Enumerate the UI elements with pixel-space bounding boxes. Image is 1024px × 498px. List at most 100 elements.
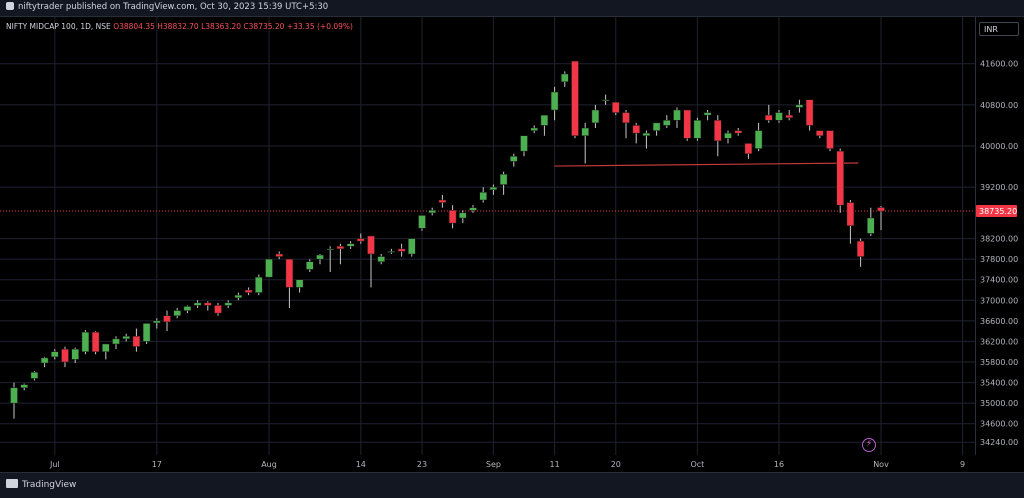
candle-body: [71, 348, 79, 360]
y-tick-label: 40000.00: [980, 142, 1018, 151]
y-tick-label: 38200.00: [980, 235, 1018, 244]
candle-body: [51, 351, 59, 358]
candle-body: [816, 130, 824, 136]
x-tick-label: 23: [417, 460, 427, 469]
chart-legend: NIFTY MIDCAP 100, 1D, NSE O38804.35 H388…: [6, 22, 353, 31]
published-header: niftytrader published on TradingView.com…: [0, 0, 1024, 17]
candle-body: [856, 240, 865, 257]
price-scale[interactable]: [975, 17, 1024, 455]
candle-body: [877, 207, 885, 212]
y-tick-label: 36600.00: [980, 317, 1018, 326]
candle-body: [499, 174, 508, 185]
candle-body: [663, 120, 671, 126]
candle-body: [530, 127, 538, 131]
candle-body: [438, 199, 447, 203]
candle-body: [387, 251, 396, 253]
candle-body: [326, 248, 334, 251]
tradingview-logo-icon: [6, 479, 18, 488]
chart-pane[interactable]: [0, 17, 975, 455]
candle-body: [275, 253, 283, 257]
y-tick-label: 35000.00: [980, 399, 1018, 408]
support-trendline: [554, 162, 859, 167]
legend-symbol: NIFTY MIDCAP 100, 1D, NSE: [6, 22, 111, 31]
candle-body: [867, 217, 875, 234]
candle-body: [744, 143, 753, 154]
candle-body: [30, 372, 39, 379]
candle-body: [306, 261, 314, 270]
candle-body: [826, 130, 834, 149]
candle-body: [428, 210, 436, 214]
candle-body: [795, 104, 804, 108]
candle-body: [357, 238, 365, 242]
tradingview-user-icon: [6, 2, 14, 10]
candle-body: [204, 302, 212, 306]
x-tick-label: Jul: [49, 460, 60, 469]
y-tick-label: 37000.00: [980, 296, 1018, 305]
candle-body: [459, 212, 467, 219]
candle-body: [540, 114, 549, 126]
candle-body: [40, 357, 49, 364]
candle-body: [265, 258, 273, 278]
candle-body: [652, 122, 661, 131]
y-tick-label: 41600.00: [980, 60, 1018, 69]
candle-body: [367, 235, 375, 255]
candle-body: [316, 254, 324, 260]
candle-body: [295, 279, 304, 288]
tradingview-brand[interactable]: TradingView: [6, 479, 76, 490]
candle-body: [193, 302, 202, 306]
candle-body: [61, 348, 69, 363]
candle-body: [775, 112, 783, 121]
candle-body: [601, 99, 610, 101]
y-tick-label: 34600.00: [980, 420, 1018, 429]
legend-ohlc: O38804.35 H38832.70 L38363.20 C38735.20: [113, 22, 285, 31]
candle-body: [418, 215, 426, 229]
candle-body: [377, 256, 385, 262]
last-price-badge: [976, 205, 1017, 218]
candle-body: [397, 248, 406, 252]
candle-body: [724, 132, 732, 139]
candle-body: [173, 310, 181, 316]
y-tick-label: 35400.00: [980, 379, 1018, 388]
x-tick-label: 16: [774, 460, 784, 469]
candle-body: [102, 343, 110, 352]
y-tick-label: 34240.00: [980, 438, 1018, 447]
candle-body: [520, 135, 528, 152]
x-tick-label: 17: [152, 460, 162, 469]
candle-body: [785, 114, 793, 118]
candle-body: [642, 132, 651, 136]
candle-body: [846, 202, 855, 226]
legend-change: +33.35 (+0.09%): [286, 22, 353, 31]
candle-body: [683, 109, 691, 139]
candle-body: [612, 102, 620, 113]
y-tick-label: 37800.00: [980, 255, 1018, 264]
x-tick-label: Sep: [486, 460, 501, 469]
candle-body: [765, 114, 773, 121]
candle-body: [571, 60, 579, 136]
currency-button[interactable]: INR: [979, 22, 1019, 36]
footer-bar: TradingView: [0, 472, 1024, 498]
candle-body: [489, 186, 498, 190]
candle-body: [693, 120, 702, 139]
candle-body: [224, 302, 232, 306]
y-tick-label: 40800.00: [980, 101, 1018, 110]
candle-body: [703, 112, 712, 116]
lightning-icon[interactable]: ⚡: [862, 438, 876, 452]
candle-body: [122, 336, 130, 340]
candle-body: [836, 150, 844, 206]
candle-body: [632, 125, 640, 134]
candle-body: [234, 294, 243, 298]
candle-body: [510, 156, 518, 162]
candle-body: [255, 276, 263, 293]
candle-body: [91, 331, 100, 352]
candle-body: [346, 243, 355, 247]
x-tick-label: 14: [356, 460, 366, 469]
candle-body: [754, 130, 763, 149]
y-tick-label: 37400.00: [980, 276, 1018, 285]
candle-body: [244, 289, 253, 293]
x-tick-label: 9: [960, 460, 965, 469]
candle-body: [336, 246, 345, 250]
candle-body: [581, 127, 589, 136]
x-tick-label: Nov: [873, 460, 889, 469]
candle-body: [734, 130, 742, 134]
